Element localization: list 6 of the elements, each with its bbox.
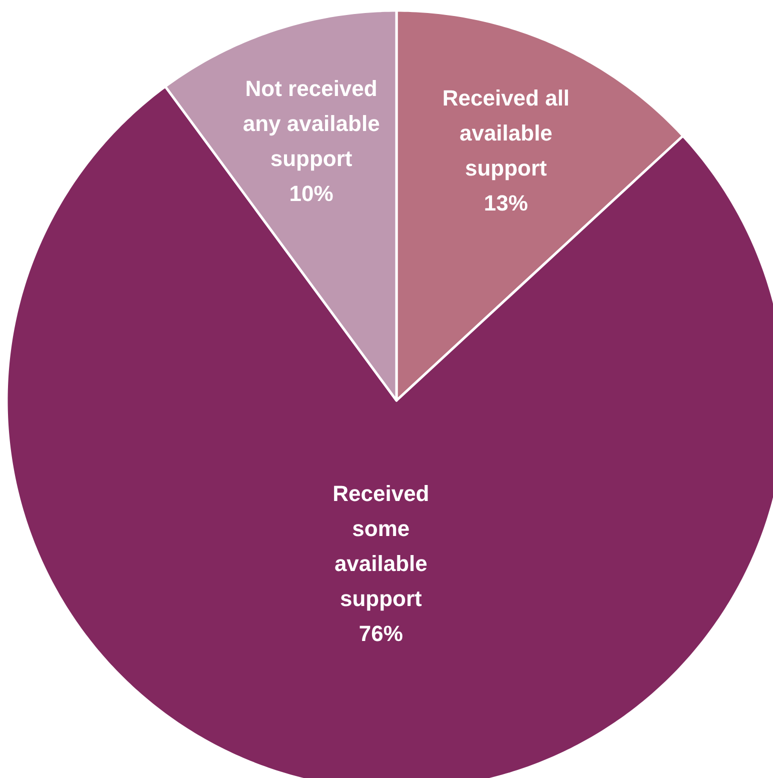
slice-label: Received all available support (442, 85, 570, 180)
data-label: 10% (289, 181, 334, 206)
data-label: 76% (358, 621, 403, 646)
slice-label: Not received any available support (242, 76, 380, 172)
slice-label: Received some available support (332, 481, 430, 612)
data-label: 13% (484, 190, 528, 216)
